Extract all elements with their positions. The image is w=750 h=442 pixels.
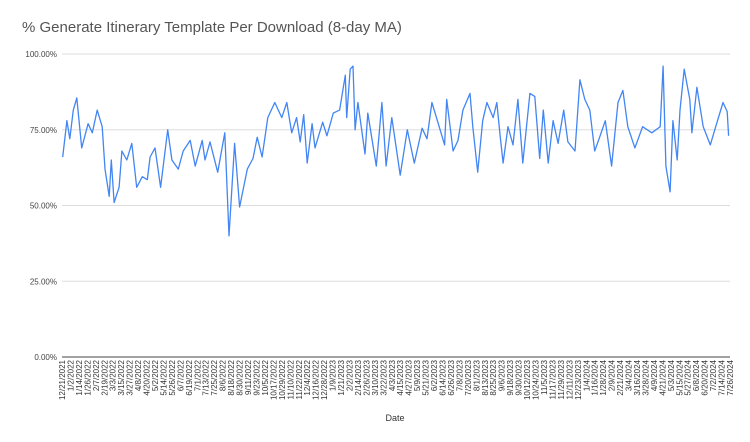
x-tick-label: 4/20/2022 [143, 359, 152, 395]
x-tick-label: 3/3/2022 [109, 359, 118, 391]
x-tick-label: 6/19/2022 [185, 359, 194, 395]
x-tick-label: 8/1/2023 [472, 359, 481, 391]
x-tick-label: 4/8/2022 [134, 359, 143, 391]
x-tick-label: 8/13/2023 [481, 359, 490, 395]
x-tick-label: 6/7/2022 [176, 359, 185, 391]
x-tick-label: 6/2/2023 [430, 359, 439, 391]
x-axis-title: Date [385, 413, 404, 423]
chart-title: % Generate Itinerary Template Per Downlo… [22, 19, 402, 36]
x-tick-label: 6/20/2024 [701, 359, 710, 395]
x-tick-label: 1/9/2023 [329, 359, 338, 391]
x-tick-label: 2/7/2022 [92, 359, 101, 391]
x-tick-label: 5/2/2022 [151, 359, 160, 391]
x-axis-tick-labels: 12/21/2021 1/2/2022 1/14/2022 1/26/2022 2/7/… [58, 359, 735, 400]
y-tick-label: 25.00% [30, 277, 57, 286]
y-tick-label: 50.00% [30, 202, 57, 211]
x-tick-label: 7/25/2022 [210, 359, 219, 395]
x-tick-label: 12/23/2023 [574, 359, 583, 400]
x-tick-label: 9/11/2022 [244, 359, 253, 395]
x-tick-label: 2/19/2022 [100, 359, 109, 395]
x-tick-label: 4/27/2023 [405, 359, 414, 395]
x-tick-label: 8/30/2022 [236, 359, 245, 395]
y-tick-label: 0.00% [34, 353, 57, 362]
x-tick-label: 6/8/2024 [692, 359, 701, 391]
x-tick-label: 4/9/2024 [650, 359, 659, 391]
series-line [62, 65, 730, 237]
x-tick-label: 2/9/2024 [608, 359, 617, 391]
y-tick-label: 75.00% [30, 126, 57, 135]
x-tick-label: 1/16/2024 [591, 359, 600, 395]
x-tick-label: 8/25/2023 [489, 359, 498, 395]
x-tick-label: 3/22/2023 [379, 359, 388, 395]
gridlines [62, 53, 730, 358]
x-tick-label: 11/17/2023 [548, 359, 557, 399]
x-tick-label: 1/26/2022 [83, 359, 92, 395]
x-tick-label: 10/29/2022 [278, 359, 287, 400]
x-tick-label: 2/14/2023 [354, 359, 363, 395]
x-tick-label: 1/28/2024 [599, 359, 608, 395]
x-tick-label: 11/5/2023 [540, 359, 549, 395]
x-tick-label: 1/21/2023 [337, 359, 346, 395]
x-tick-label: 3/4/2024 [625, 359, 634, 391]
x-tick-label: 8/18/2022 [227, 359, 236, 395]
x-tick-label: 6/26/2023 [447, 359, 456, 395]
x-tick-label: 7/13/2022 [202, 359, 211, 395]
x-tick-label: 2/2/2023 [345, 359, 354, 391]
x-tick-label: 12/28/2022 [320, 359, 329, 400]
y-tick-label: 100.00% [25, 50, 57, 59]
x-tick-label: 6/14/2023 [439, 359, 448, 395]
x-tick-label: 4/15/2023 [396, 359, 405, 395]
x-tick-label: 1/4/2024 [582, 359, 591, 391]
y-axis-tick-labels: 0.00% 25.00% 50.00% 75.00% 100.00% [25, 50, 57, 362]
x-tick-label: 9/23/2022 [252, 359, 261, 395]
x-tick-label: 12/21/2021 [58, 359, 67, 400]
x-tick-label: 3/16/2024 [633, 359, 642, 395]
x-tick-label: 12/11/2023 [565, 359, 574, 399]
x-tick-label: 7/2/2024 [709, 359, 718, 391]
x-tick-label: 5/9/2023 [413, 359, 422, 391]
x-tick-label: 3/28/2024 [641, 359, 650, 395]
x-tick-label: 11/10/2022 [286, 359, 295, 399]
x-tick-label: 10/24/2023 [532, 359, 541, 400]
x-tick-label: 7/8/2023 [455, 359, 464, 391]
x-tick-label: 5/27/2024 [684, 359, 693, 395]
x-tick-label: 4/3/2023 [388, 359, 397, 391]
x-tick-label: 5/26/2022 [168, 359, 177, 395]
x-tick-label: 7/1/2022 [193, 359, 202, 391]
x-tick-label: 5/3/2024 [667, 359, 676, 391]
x-tick-label: 1/14/2022 [75, 359, 84, 395]
x-tick-label: 11/29/2023 [557, 359, 566, 399]
x-tick-label: 5/14/2022 [159, 359, 168, 395]
x-tick-label: 7/26/2024 [726, 359, 735, 395]
x-tick-label: 9/6/2023 [498, 359, 507, 391]
x-tick-label: 5/15/2024 [675, 359, 684, 395]
x-tick-label: 1/2/2022 [66, 359, 75, 391]
x-tick-label: 2/21/2024 [616, 359, 625, 395]
x-tick-label: 7/14/2024 [718, 359, 727, 395]
x-tick-label: 10/17/2022 [269, 359, 278, 400]
x-tick-label: 3/27/2022 [126, 359, 135, 395]
x-tick-label: 5/21/2023 [422, 359, 431, 395]
x-tick-label: 11/22/2022 [295, 359, 304, 399]
x-tick-label: 10/5/2022 [261, 359, 270, 395]
series-group [62, 65, 730, 237]
x-tick-label: 10/12/2023 [523, 359, 532, 400]
x-tick-label: 12/4/2022 [303, 359, 312, 395]
x-tick-label: 2/26/2023 [362, 359, 371, 395]
x-tick-label: 3/10/2023 [371, 359, 380, 395]
x-tick-label: 8/6/2022 [219, 359, 228, 391]
x-tick-label: 7/20/2023 [464, 359, 473, 395]
x-tick-label: 3/15/2022 [117, 359, 126, 395]
x-tick-label: 12/16/2022 [312, 359, 321, 400]
x-tick-label: 9/30/2023 [515, 359, 524, 395]
x-tick-label: 9/18/2023 [506, 359, 515, 395]
x-tick-label: 4/21/2024 [658, 359, 667, 395]
